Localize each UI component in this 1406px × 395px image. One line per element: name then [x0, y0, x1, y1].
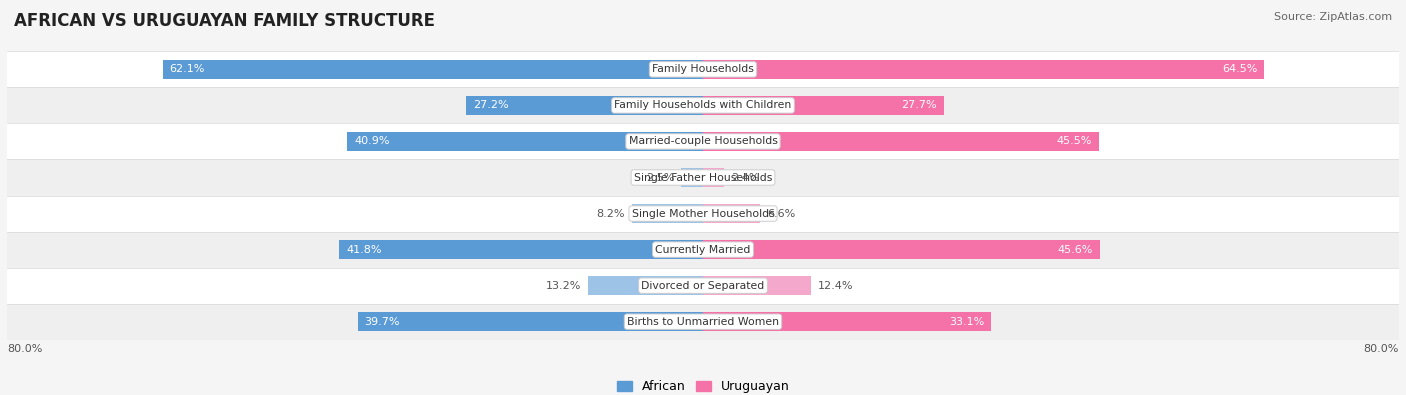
Bar [357, 312, 703, 331]
Text: 13.2%: 13.2% [546, 280, 581, 291]
Text: Single Father Households: Single Father Households [634, 173, 772, 182]
Text: Married-couple Households: Married-couple Households [628, 136, 778, 147]
Text: 45.5%: 45.5% [1056, 136, 1092, 147]
Bar [703, 240, 1099, 259]
Bar [631, 204, 703, 223]
Bar [703, 168, 724, 187]
Bar [163, 60, 703, 79]
Text: 8.2%: 8.2% [596, 209, 624, 218]
Bar [703, 60, 1264, 79]
Text: 39.7%: 39.7% [364, 317, 401, 327]
Bar [347, 132, 703, 151]
Bar [682, 168, 703, 187]
Text: Source: ZipAtlas.com: Source: ZipAtlas.com [1274, 12, 1392, 22]
Bar [7, 231, 1399, 268]
Bar [703, 312, 991, 331]
Text: 2.5%: 2.5% [645, 173, 675, 182]
Text: Births to Unmarried Women: Births to Unmarried Women [627, 317, 779, 327]
Text: AFRICAN VS URUGUAYAN FAMILY STRUCTURE: AFRICAN VS URUGUAYAN FAMILY STRUCTURE [14, 12, 434, 30]
Bar [7, 87, 1399, 123]
Bar [703, 204, 761, 223]
Text: 2.4%: 2.4% [731, 173, 759, 182]
Bar [7, 268, 1399, 304]
Text: Family Households: Family Households [652, 64, 754, 74]
Legend: African, Uruguayan: African, Uruguayan [613, 376, 793, 395]
Bar [703, 132, 1099, 151]
Text: 80.0%: 80.0% [7, 344, 42, 354]
Text: 62.1%: 62.1% [170, 64, 205, 74]
Bar [7, 123, 1399, 160]
Text: 80.0%: 80.0% [1364, 344, 1399, 354]
Bar [588, 276, 703, 295]
Text: 33.1%: 33.1% [949, 317, 984, 327]
Bar [7, 51, 1399, 87]
Text: 12.4%: 12.4% [818, 280, 853, 291]
Bar [7, 304, 1399, 340]
Text: 40.9%: 40.9% [354, 136, 389, 147]
Bar [467, 96, 703, 115]
Text: 64.5%: 64.5% [1222, 64, 1257, 74]
Bar [703, 96, 943, 115]
Text: Currently Married: Currently Married [655, 245, 751, 255]
Text: 45.6%: 45.6% [1057, 245, 1092, 255]
Text: Family Households with Children: Family Households with Children [614, 100, 792, 111]
Bar [7, 196, 1399, 231]
Text: 41.8%: 41.8% [346, 245, 382, 255]
Bar [703, 276, 811, 295]
Text: 27.7%: 27.7% [901, 100, 936, 111]
Text: Single Mother Households: Single Mother Households [631, 209, 775, 218]
Bar [7, 160, 1399, 196]
Text: Divorced or Separated: Divorced or Separated [641, 280, 765, 291]
Bar [339, 240, 703, 259]
Text: 6.6%: 6.6% [768, 209, 796, 218]
Text: 27.2%: 27.2% [474, 100, 509, 111]
